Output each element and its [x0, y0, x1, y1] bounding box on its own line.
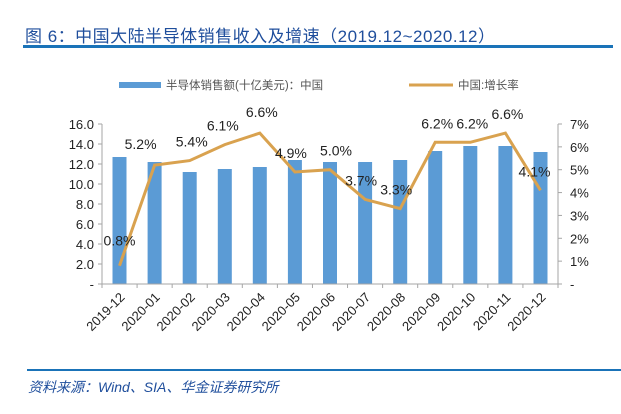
- bar-2020-10: [463, 146, 478, 284]
- left-axis-tick-label: 14.0: [69, 137, 94, 152]
- footer-rule: [27, 369, 621, 371]
- bar-2020-02: [182, 172, 197, 284]
- left-axis-tick-label: 12.0: [69, 157, 94, 172]
- bar-2020-07: [358, 162, 373, 284]
- growth-data-label: 4.1%: [519, 163, 551, 179]
- legend-bar-swatch: [119, 82, 161, 88]
- right-axis-tick-label: 4%: [570, 186, 589, 201]
- x-axis-tick-label: 2020-12: [504, 290, 548, 334]
- growth-data-label: 3.3%: [380, 182, 412, 198]
- right-axis-tick-label: 2%: [570, 231, 589, 246]
- growth-data-label: 3.7%: [345, 172, 377, 188]
- right-axis-tick-label: 6%: [570, 140, 589, 155]
- left-axis-tick-label: 6.0: [76, 217, 94, 232]
- left-axis-tick-label: 8.0: [76, 197, 94, 212]
- right-axis-tick-label: 7%: [570, 117, 589, 132]
- right-axis-tick-label: 3%: [570, 208, 589, 223]
- left-axis-tick-label: 4.0: [76, 237, 94, 252]
- left-axis-tick-label: 10.0: [69, 177, 94, 192]
- growth-data-label: 6.6%: [491, 106, 523, 122]
- growth-data-label: 6.2%: [456, 115, 488, 131]
- bar-2020-09: [428, 151, 443, 284]
- figure-title: 图 6：中国大陆半导体销售收入及增速（2019.12~2020.12）: [25, 27, 496, 46]
- growth-data-label: 4.9%: [275, 145, 307, 161]
- left-axis-tick-label: 2.0: [76, 257, 94, 272]
- growth-data-label: 5.4%: [176, 134, 208, 150]
- data-labels: 0.8% 5.2% 5.4%6.1% 6.6% 4.9% 5.0% 3.7%3.3% 6.2%…: [104, 104, 551, 249]
- right-axis-tick-label: 1%: [570, 254, 589, 269]
- bar-2020-03: [217, 169, 232, 284]
- left-axis-tick-label: 16.0: [69, 117, 94, 132]
- bar-2020-08: [393, 160, 408, 284]
- legend-bar-label: 半导体销售额(十亿美元)：中国: [166, 78, 323, 92]
- chart: 半导体销售额(十亿美元)：中国 中国:增长率 - 2.0 4.0 6.0 8.0 10.0…: [69, 78, 590, 334]
- title-rule: [23, 45, 613, 48]
- right-axis-tick-label: -: [570, 277, 574, 292]
- bar-series: [112, 146, 548, 284]
- left-axis-tick-label: -: [90, 277, 94, 292]
- growth-data-label: 6.2%: [421, 115, 453, 131]
- bar-2020-01: [147, 162, 162, 284]
- source-note: 资料来源：Wind、SIA、华金证券研究所: [28, 379, 279, 395]
- bar-2020-06: [323, 162, 337, 284]
- bar-2020-05: [287, 160, 302, 284]
- growth-data-label: 5.2%: [125, 136, 157, 152]
- growth-data-label: 6.6%: [246, 104, 278, 120]
- bar-2020-04: [252, 167, 267, 284]
- legend-line-label: 中国:增长率: [458, 78, 519, 92]
- x-axis-tick-label: 2020-10: [434, 290, 478, 334]
- growth-data-label: 5.0%: [320, 143, 352, 159]
- growth-data-label: 6.1%: [207, 118, 239, 134]
- growth-data-label: 0.8%: [104, 233, 136, 249]
- line-series: [118, 131, 542, 267]
- right-axis-tick-label: 5%: [570, 163, 589, 178]
- legend: 半导体销售额(十亿美元)：中国 中国:增长率: [119, 78, 519, 92]
- bar-2020-11: [498, 146, 513, 284]
